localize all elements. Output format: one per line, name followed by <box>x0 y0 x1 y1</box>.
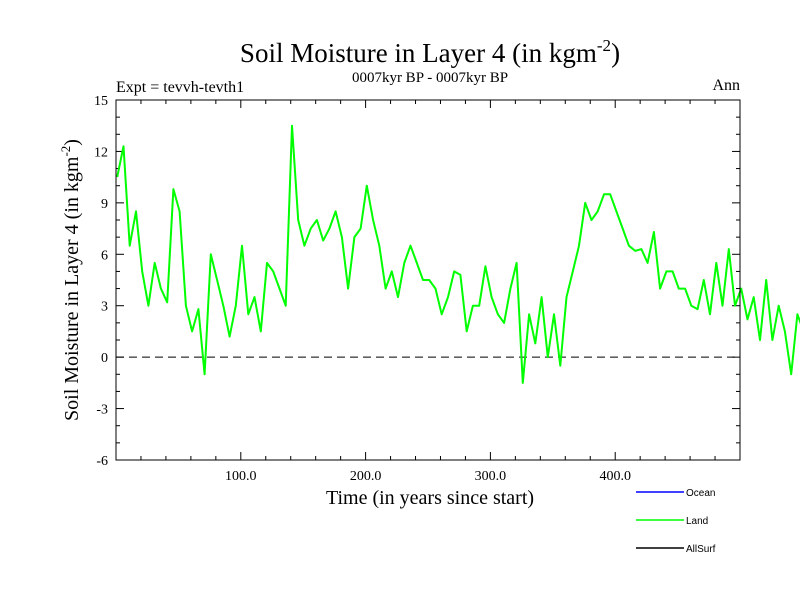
x-axis-label: Time (in years since start) <box>326 487 534 509</box>
series-group <box>116 124 800 384</box>
y-tick-label: 0 <box>101 351 108 366</box>
y-tick-label: 6 <box>101 248 108 263</box>
legend-label-ocean: Ocean <box>686 488 715 499</box>
series-line-land <box>116 124 800 384</box>
season-label: Ann <box>712 77 740 94</box>
y-tick-label: 15 <box>94 94 108 109</box>
x-tick-label: 100.0 <box>225 469 257 484</box>
legend-label-land: Land <box>686 516 708 527</box>
experiment-label: Expt = tevvh-tevth1 <box>116 79 244 96</box>
y-axis-label: Soil Moisture in Layer 4 (in kgm-2) <box>58 139 83 421</box>
legend-label-allsurf: AllSurf <box>686 544 716 555</box>
y-tick-label: 3 <box>101 300 108 315</box>
x-tick-label: 400.0 <box>599 469 631 484</box>
y-tick-label: 12 <box>94 145 108 160</box>
y-tick-label: -6 <box>96 454 108 469</box>
y-tick-label: 9 <box>101 197 108 212</box>
y-tick-label: -3 <box>96 403 108 418</box>
x-tick-label: 200.0 <box>350 469 382 484</box>
axis-tick-labels: -6 -3 0 3 6 9 12 15 100.0 200.0 300.0 400.0 <box>94 94 631 484</box>
period-label: 0007kyr BP - 0007kyr BP <box>352 70 508 86</box>
legend: Ocean Land AllSurf <box>636 488 716 555</box>
chart-title: Soil Moisture in Layer 4 (in kgm-2) <box>240 36 620 68</box>
x-tick-label: 300.0 <box>475 469 507 484</box>
plot-frame <box>115 99 741 461</box>
